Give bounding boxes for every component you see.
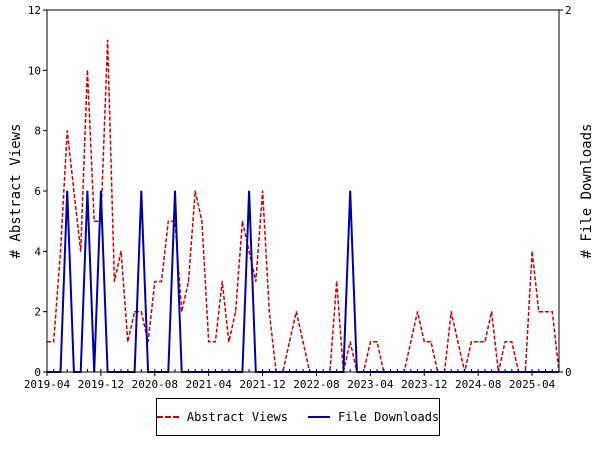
- legend-label-file-downloads: File Downloads: [338, 410, 440, 424]
- y-left-tick-label: 4: [34, 245, 41, 258]
- data-point-s0-12: [127, 341, 129, 343]
- data-point-s0-36: [288, 341, 291, 343]
- data-point-s1-6: [86, 190, 88, 192]
- data-point-s0-57: [430, 341, 432, 343]
- data-point-s0-3: [66, 130, 68, 132]
- data-point-s0-37: [295, 311, 297, 313]
- legend-label-abstract-views: Abstract Views: [186, 410, 288, 424]
- y-right-tick-label: 2: [565, 4, 572, 17]
- data-point-s0-66: [491, 311, 493, 313]
- data-point-s0-69: [511, 341, 513, 343]
- data-point-s0-60: [450, 311, 452, 313]
- data-point-s0-63: [470, 341, 472, 343]
- x-tick-label: 2024-08: [455, 378, 501, 391]
- data-point-s1-3: [66, 190, 68, 192]
- data-point-s0-30: [248, 250, 250, 252]
- y-left-tick-label: 0: [34, 366, 41, 379]
- data-point-s0-13: [134, 311, 136, 313]
- data-point-s0-5: [80, 250, 82, 252]
- y-left-tick-label: 12: [28, 4, 41, 17]
- data-point-s1-14: [140, 190, 142, 192]
- y-left-axis-title: # Abstract Views: [8, 124, 24, 259]
- data-point-s0-31: [255, 280, 257, 283]
- data-point-s0-29: [241, 220, 243, 222]
- data-point-s0-68: [504, 341, 506, 343]
- data-point-s0-25: [214, 341, 216, 343]
- y-right-axis-title: # File Downloads: [579, 124, 595, 259]
- x-tick-label: 2023-04: [347, 378, 394, 391]
- data-point-s0-33: [268, 311, 270, 313]
- data-point-s0-22: [194, 190, 196, 192]
- data-point-s0-10: [113, 280, 115, 283]
- data-point-s0-14: [140, 311, 142, 313]
- legend-swatch-file-downloads: [308, 416, 330, 418]
- y-left-tick-label: 8: [34, 125, 41, 138]
- x-tick-label: 2023-12: [401, 378, 447, 391]
- legend-item-abstract-views: Abstract Views: [156, 410, 288, 424]
- x-tick-label: 2020-08: [132, 378, 178, 391]
- data-point-s0-75: [551, 311, 553, 313]
- series-line-1: [47, 190, 559, 373]
- data-point-s0-27: [228, 341, 230, 343]
- data-point-s0-24: [208, 341, 210, 343]
- data-point-s0-26: [221, 280, 223, 283]
- data-point-s0-32: [262, 190, 264, 192]
- data-point-s0-21: [187, 280, 190, 283]
- data-point-s0-55: [416, 311, 419, 313]
- data-point-s0-74: [544, 311, 547, 313]
- y-left-tick-label: 6: [34, 185, 41, 198]
- data-point-s0-56: [423, 341, 425, 343]
- data-point-s0-23: [201, 220, 203, 222]
- data-point-s0-2: [59, 250, 62, 252]
- data-point-s0-64: [477, 341, 479, 343]
- data-point-s0-38: [302, 341, 304, 343]
- data-point-s0-6: [86, 69, 88, 71]
- data-point-s0-49: [376, 341, 378, 343]
- data-point-s0-45: [349, 341, 351, 343]
- y-left-tick-label: 2: [34, 306, 41, 319]
- legend: Abstract Views File Downloads: [156, 398, 440, 436]
- data-point-s1-30: [248, 190, 250, 192]
- legend-item-file-downloads: File Downloads: [308, 410, 439, 424]
- data-point-s0-48: [369, 341, 371, 343]
- series-line-0: [47, 40, 560, 373]
- legend-swatch-abstract-views: [156, 416, 179, 418]
- data-point-s1-45: [349, 190, 351, 192]
- x-tick-label: 2021-12: [239, 378, 285, 391]
- data-point-s0-16: [154, 280, 156, 283]
- data-point-s0-72: [531, 250, 533, 252]
- data-point-s0-73: [538, 311, 540, 313]
- y-right-tick-label: 0: [565, 366, 572, 379]
- data-point-s0-65: [484, 341, 486, 343]
- data-point-s0-4: [73, 190, 75, 192]
- x-tick-label: 2019-04: [24, 378, 71, 391]
- x-tick-label: 2021-04: [186, 378, 233, 391]
- data-point-s0-20: [181, 311, 183, 313]
- data-point-s0-43: [336, 280, 338, 283]
- data-point-s0-9: [107, 39, 109, 41]
- y-left-tick-label: 10: [28, 64, 41, 77]
- data-point-s0-7: [93, 220, 95, 222]
- x-tick-label: 2025-04: [509, 378, 556, 391]
- x-tick-label: 2022-08: [293, 378, 339, 391]
- data-point-s0-11: [120, 250, 122, 252]
- data-point-s0-17: [160, 280, 163, 283]
- data-point-s0-28: [235, 311, 237, 313]
- data-point-s0-1: [53, 341, 55, 343]
- data-point-s1-19: [174, 190, 176, 192]
- data-point-s0-18: [167, 220, 169, 222]
- data-point-s0-61: [457, 341, 459, 343]
- data-point-s0-54: [410, 341, 412, 343]
- data-point-s1-8: [100, 190, 102, 192]
- x-tick-label: 2019-12: [78, 378, 124, 391]
- plot-frame: [46, 9, 560, 373]
